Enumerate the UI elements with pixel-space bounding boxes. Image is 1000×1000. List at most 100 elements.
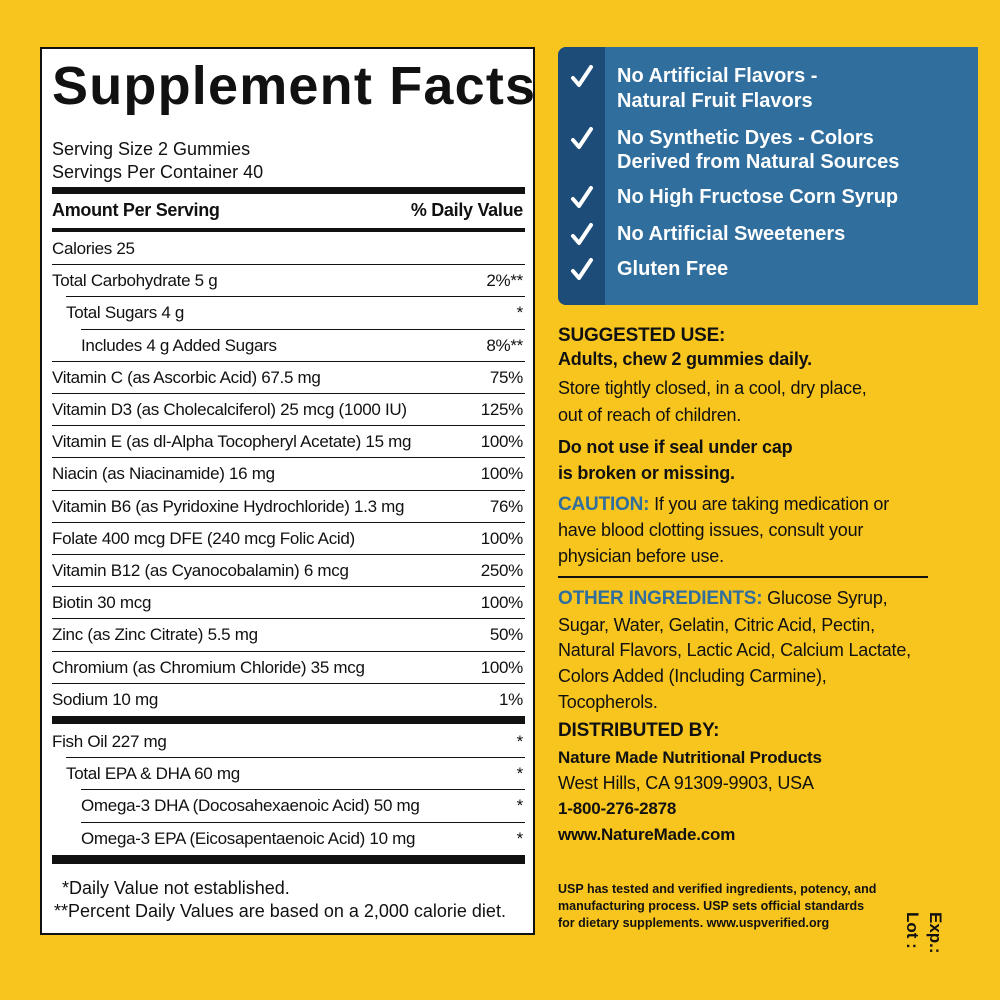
- row-rule: [52, 264, 525, 266]
- serving-size: Serving Size 2 Gummies: [52, 139, 251, 159]
- nutrient-name: Calories 25: [52, 239, 135, 258]
- row-rule: [52, 650, 525, 652]
- ingredients-text: Colors Added (Including Carmine),: [558, 666, 827, 686]
- ingredients-text: Natural Flavors, Lactic Acid, Calcium La…: [558, 640, 911, 660]
- servings-per-container: Servings Per Container 40: [52, 162, 264, 182]
- claim-text: No Artificial Sweeteners: [617, 223, 846, 245]
- row-rule: [81, 328, 525, 330]
- row-rule: [52, 682, 525, 684]
- nutrient-row: Vitamin C (as Ascorbic Acid) 67.5 mg 75%: [52, 360, 525, 393]
- daily-value: 100%: [480, 657, 524, 677]
- thick-rule: [52, 228, 525, 232]
- daily-value: *: [516, 303, 524, 323]
- warning: Do not use if seal under cap: [558, 437, 793, 457]
- nutrient-row: Vitamin D3 (as Cholecalciferol) 25 mcg (…: [52, 393, 525, 425]
- section-label: CAUTION:: [558, 494, 650, 515]
- claim-text: No High Fructose Corn Syrup: [617, 186, 899, 208]
- daily-value: 100%: [480, 464, 524, 484]
- header-daily-value: % Daily Value: [410, 200, 523, 220]
- row-rule: [52, 425, 525, 427]
- nutrient-row: Fish Oil 227 mg *: [52, 725, 525, 757]
- daily-value: 250%: [480, 561, 524, 580]
- check-path: [571, 127, 593, 149]
- row-rule: [66, 757, 525, 759]
- thick-rule: [52, 716, 525, 724]
- nutrient-name: Chromium (as Chromium Chloride) 35 mcg: [52, 657, 365, 677]
- nutrient-row: Vitamin E (as dl-Alpha Tocopheryl Acetat…: [52, 425, 525, 457]
- distributor-name: Nature Made Nutritional Products: [558, 748, 822, 767]
- nutrient-row: Total Carbohydrate 5 g 2%**: [52, 264, 525, 296]
- thick-rule: [52, 187, 525, 194]
- nutrient-name: Vitamin B12 (as Cyanocobalamin) 6 mcg: [52, 561, 349, 580]
- check-icon: [571, 186, 593, 208]
- row-rule: [52, 489, 525, 491]
- daily-value: 76%: [489, 496, 523, 516]
- nutrient-name: Vitamin B6 (as Pyridoxine Hydrochloride)…: [52, 496, 405, 516]
- caution-text: If you are taking medication or: [654, 494, 890, 514]
- lot-label: Lot :: [903, 912, 922, 949]
- usp-text: USP has tested and verified ingredients,…: [558, 882, 877, 896]
- nutrient-row: Sodium 10 mg 1%: [52, 682, 525, 715]
- ingredients-line: OTHER INGREDIENTS: Glucose Syrup,: [558, 588, 888, 610]
- row-rule: [81, 821, 525, 823]
- footnote: **Percent Daily Values are based on a 2,…: [54, 901, 506, 921]
- check-path: [571, 65, 593, 87]
- row-rule: [52, 457, 525, 459]
- check-icon: [571, 65, 593, 87]
- check-icon: [571, 223, 593, 245]
- thick-rule: [52, 855, 525, 864]
- daily-value: 100%: [480, 528, 524, 548]
- section-label: DISTRIBUTED BY:: [558, 720, 720, 741]
- nutrient-name: Total EPA & DHA 60 mg: [66, 764, 240, 784]
- storage: out of reach of children.: [558, 405, 742, 425]
- supplement-facts-panel: Supplement Facts Serving Size 2 Gummies …: [40, 47, 535, 935]
- usp-text: manufacturing process. USP sets official…: [558, 899, 865, 913]
- distributor-address: West Hills, CA 91309-9903, USA: [558, 773, 814, 793]
- row-rule: [52, 393, 525, 394]
- warning: is broken or missing.: [558, 463, 735, 483]
- nutrient-row: Niacin (as Niacinamide) 16 mg 100%: [52, 457, 525, 489]
- row-rule: [52, 360, 525, 362]
- header-amount: Amount Per Serving: [52, 200, 220, 220]
- nutrient-row: Total EPA & DHA 60 mg *: [52, 757, 525, 789]
- facts-title: Supplement Facts: [52, 56, 537, 116]
- check-strip: [558, 47, 605, 305]
- daily-value: *: [516, 732, 524, 751]
- section-label: SUGGESTED USE:: [558, 325, 726, 346]
- claim-text: No Artificial Flavors -: [617, 65, 818, 87]
- nutrient-row: Calories 25: [52, 232, 525, 264]
- distributor-phone: 1-800-276-2878: [558, 799, 677, 818]
- daily-value: 8%**: [486, 335, 523, 355]
- row-rule: [52, 521, 525, 523]
- directions: Adults, chew 2 gummies daily.: [558, 349, 812, 369]
- claim-text: Gluten Free: [617, 258, 729, 280]
- nutrient-name: Omega-3 EPA (Eicosapentaenoic Acid) 10 m…: [81, 828, 416, 848]
- nutrient-row: Includes 4 g Added Sugars 8%**: [52, 328, 525, 361]
- ingredients-text: Sugar, Water, Gelatin, Citric Acid, Pect…: [558, 615, 875, 635]
- divider: [558, 576, 928, 578]
- usp-text: for dietary supplements. www.uspverified…: [558, 916, 830, 930]
- nutrient-name: Folate 400 mcg DFE (240 mcg Folic Acid): [52, 528, 355, 548]
- caution-line: CAUTION: If you are taking medication or: [558, 494, 889, 516]
- claim-text: Derived from Natural Sources: [617, 151, 900, 173]
- nutrient-name: Total Sugars 4 g: [66, 303, 185, 323]
- nutrient-name: Omega-3 DHA (Docosahexaenoic Acid) 50 mg: [81, 796, 420, 816]
- nutrient-name: Vitamin D3 (as Cholecalciferol) 25 mcg (…: [52, 400, 407, 419]
- nutrient-row: Biotin 30 mcg 100%: [52, 586, 525, 618]
- footnote: *Daily Value not established.: [62, 878, 290, 898]
- check-path: [571, 258, 593, 280]
- daily-value: 50%: [489, 625, 523, 645]
- nutrient-row: Zinc (as Zinc Citrate) 5.5 mg 50%: [52, 618, 525, 650]
- daily-value: *: [516, 828, 524, 848]
- nutrient-row: Vitamin B12 (as Cyanocobalamin) 6 mcg 250…: [52, 554, 525, 586]
- nutrient-name: Biotin 30 mcg: [52, 593, 152, 613]
- daily-value: 100%: [480, 593, 524, 613]
- check-path: [571, 186, 593, 208]
- nutrient-row: Chromium (as Chromium Chloride) 35 mcg 10…: [52, 650, 525, 683]
- daily-value: 2%**: [486, 271, 523, 291]
- daily-value: 125%: [480, 400, 524, 419]
- section-label: OTHER INGREDIENTS:: [558, 588, 763, 609]
- storage: Store tightly closed, in a cool, dry pla…: [558, 378, 867, 398]
- daily-value: 1%: [499, 689, 523, 709]
